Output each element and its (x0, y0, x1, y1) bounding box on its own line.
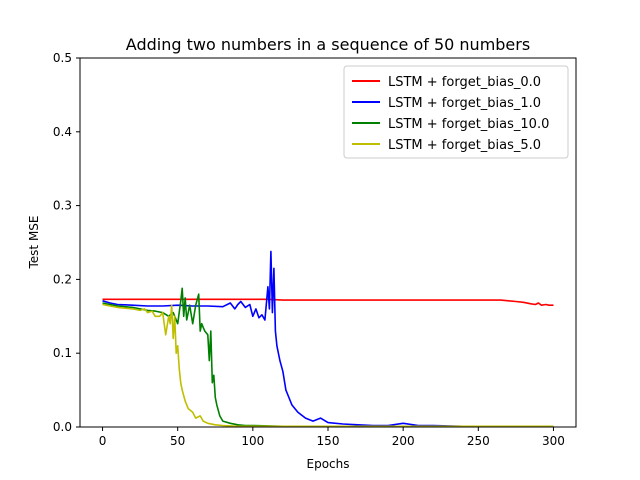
x-tick-label: 150 (317, 434, 340, 448)
legend-label-2: LSTM + forget_bias_1.0 (388, 96, 541, 111)
axes: 0 50 100 150 200 250 300 0.0 0.1 0.2 0.3 0.4 0.5 (53, 51, 577, 448)
y-tick-label: 0.5 (53, 51, 72, 65)
x-tick-label: 100 (241, 434, 264, 448)
legend-label-1: LSTM + forget_bias_0.0 (388, 75, 541, 90)
legend-label-3: LSTM + forget_bias_10.0 (388, 117, 549, 132)
series-line-3 (102, 287, 554, 428)
legend: LSTM + forget_bias_0.0 LSTM + forget_bias… (343, 65, 569, 159)
x-tick-label: 50 (170, 434, 185, 448)
y-tick-label: 0.1 (53, 346, 72, 360)
legend-label-4: LSTM + forget_bias_5.0 (388, 138, 541, 153)
y-tick-label: 0.0 (53, 420, 72, 434)
x-tick-label: 0 (99, 434, 107, 448)
legend-box (343, 65, 569, 159)
series-line-2 (102, 250, 554, 428)
chart-title: Adding two numbers in a sequence of 50 n… (126, 35, 530, 54)
y-tick-label: 0.3 (53, 199, 72, 213)
y-tick-label: 0.4 (53, 125, 72, 139)
x-tick-label: 200 (392, 434, 415, 448)
series-line-1 (102, 298, 554, 307)
y-tick-label: 0.2 (53, 272, 72, 286)
x-tick-label: 250 (467, 434, 490, 448)
x-tick-label: 300 (542, 434, 565, 448)
x-axis-label: Epochs (307, 457, 350, 471)
series-line-4 (102, 303, 554, 428)
y-axis-label: Test MSE (27, 216, 41, 270)
plot-area (102, 250, 554, 428)
